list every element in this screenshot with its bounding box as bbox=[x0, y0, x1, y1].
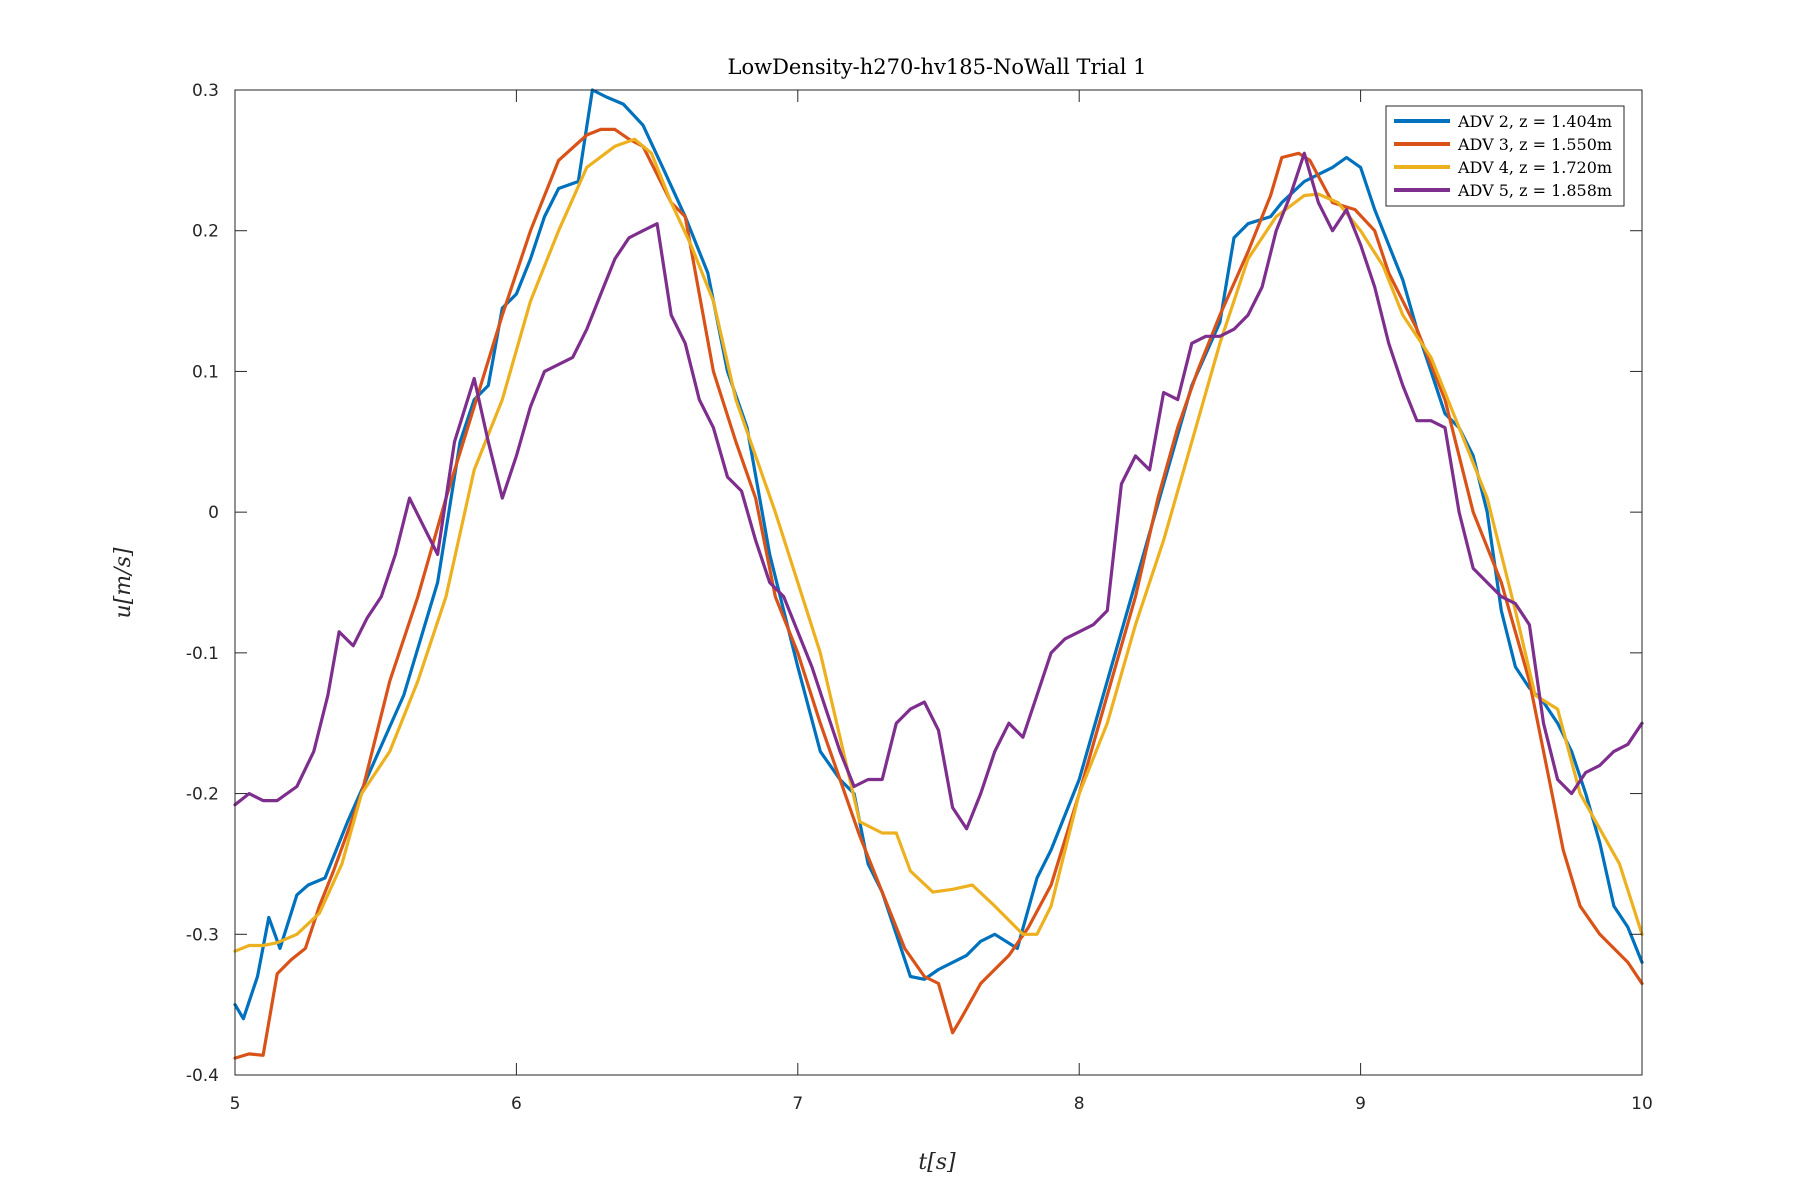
y-tick-label: 0.2 bbox=[192, 222, 219, 242]
x-tick-label: 10 bbox=[1631, 1094, 1653, 1114]
ticks-layer: 5 6 7 8 9 10 -0.4 -0.3 -0.2 -0.1 0 0.1 0.2 0.3 bbox=[186, 81, 1653, 1114]
series-layer bbox=[233, 88, 1644, 1060]
y-tick-label: 0 bbox=[208, 503, 219, 523]
series-line-3 bbox=[233, 137, 1644, 953]
y-tick-label: -0.1 bbox=[186, 644, 219, 664]
legend-items: ADV 2, z = 1.404m ADV 3, z = 1.550m ADV 4,… bbox=[1394, 112, 1612, 200]
y-tick-label: 0.3 bbox=[192, 81, 219, 101]
x-tick-label: 8 bbox=[1074, 1094, 1085, 1114]
x-tick-label: 7 bbox=[792, 1094, 803, 1114]
axes-box bbox=[234, 89, 1643, 1076]
y-tick-label: 0.1 bbox=[192, 362, 219, 382]
legend-label-3: ADV 4, z = 1.720m bbox=[1457, 158, 1612, 177]
x-tick-label: 9 bbox=[1355, 1094, 1366, 1114]
y-tick-label: -0.4 bbox=[186, 1066, 219, 1086]
series-line-2 bbox=[233, 127, 1644, 1060]
legend-label-1: ADV 2, z = 1.404m bbox=[1457, 112, 1612, 131]
legend-label-4: ADV 5, z = 1.858m bbox=[1457, 181, 1612, 200]
series-line-4 bbox=[233, 151, 1644, 831]
y-tick-label: -0.2 bbox=[186, 785, 219, 805]
legend: ADV 2, z = 1.404m ADV 3, z = 1.550m ADV 4,… bbox=[1385, 105, 1625, 207]
x-tick-label: 6 bbox=[511, 1094, 522, 1114]
y-axis-label: u[m/s] bbox=[111, 547, 136, 618]
x-axis-label: t[s] bbox=[918, 1150, 956, 1175]
y-tick-label: -0.3 bbox=[186, 925, 219, 945]
x-tick-label: 5 bbox=[230, 1094, 241, 1114]
chart-title: LowDensity-h270-hv185-NoWall Trial 1 bbox=[728, 55, 1147, 79]
legend-label-2: ADV 3, z = 1.550m bbox=[1457, 135, 1612, 154]
